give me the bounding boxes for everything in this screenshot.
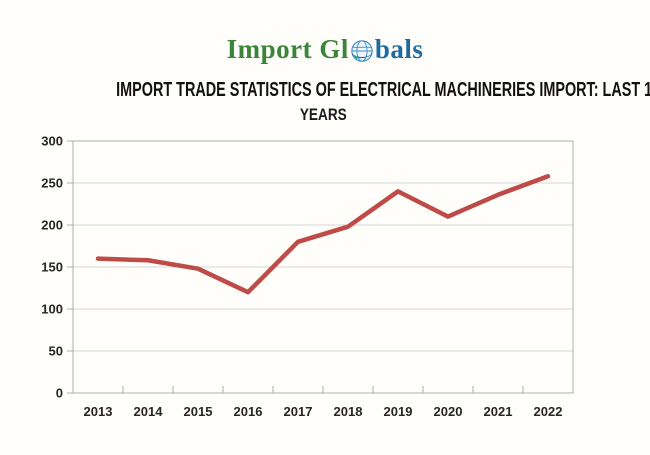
y-tick-label: 250 [41, 176, 63, 191]
x-tick-label: 2014 [134, 404, 164, 419]
x-tick-label: 2022 [534, 404, 563, 419]
data-series-line [95, 174, 551, 295]
logo-text-right: bals [374, 33, 424, 64]
y-tick-label: 200 [41, 218, 63, 233]
line-chart: 0 50 100 150 200 250 300 2013 2014 2015 2016 2017 20… [0, 130, 650, 450]
y-tick-label: 100 [41, 302, 63, 317]
y-tick-label: 300 [41, 134, 63, 149]
logo-text-left: Import Gl [226, 33, 349, 64]
globe-icon [350, 39, 374, 63]
y-tick-label: 50 [49, 344, 63, 359]
x-tick-label: 2013 [84, 404, 113, 419]
x-tick-label: 2015 [184, 404, 213, 419]
y-tick-label: 150 [41, 260, 63, 275]
chart-canvas: 0 50 100 150 200 250 300 2013 2014 2015 2016 2017 20… [41, 134, 574, 419]
chart-title-row: YEARS [73, 105, 573, 125]
x-tick-label: 2019 [384, 404, 413, 419]
x-tick-label: 2021 [484, 404, 513, 419]
x-tick-label: 2018 [334, 404, 363, 419]
logo: Import Gl bals [0, 30, 650, 68]
page-title-row: IMPORT TRADE STATISTICS OF ELECTRICAL MA… [0, 79, 650, 102]
x-tick-label: 2016 [234, 404, 263, 419]
page-title: IMPORT TRADE STATISTICS OF ELECTRICAL MA… [116, 79, 650, 101]
x-tick-label: 2020 [434, 404, 463, 419]
chart-title: YEARS [299, 105, 347, 124]
x-tick-label: 2017 [284, 404, 313, 419]
y-tick-label: 0 [56, 386, 63, 401]
